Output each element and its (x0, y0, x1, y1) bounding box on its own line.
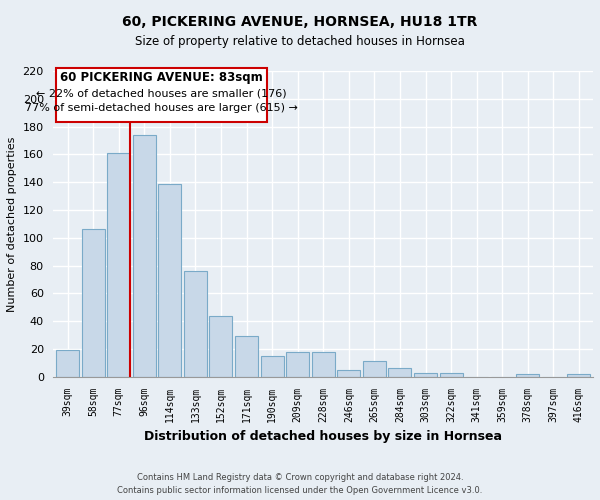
Text: ← 22% of detached houses are smaller (176): ← 22% of detached houses are smaller (17… (36, 88, 287, 98)
Bar (133, 135, 156, 377)
Bar (337, 370, 361, 377)
Bar (107, 153, 130, 377)
FancyBboxPatch shape (56, 68, 267, 122)
Bar (82, 230, 104, 377)
Bar (56, 350, 79, 377)
X-axis label: Distribution of detached houses by size in Hornsea: Distribution of detached houses by size … (144, 430, 502, 443)
Bar (440, 372, 463, 377)
Text: Contains HM Land Registry data © Crown copyright and database right 2024.
Contai: Contains HM Land Registry data © Crown c… (118, 473, 482, 495)
Bar (158, 184, 181, 377)
Bar (363, 362, 386, 377)
Bar (260, 356, 284, 377)
Bar (414, 372, 437, 377)
Bar (209, 316, 232, 377)
Bar (568, 374, 590, 377)
Bar (184, 271, 207, 377)
Y-axis label: Number of detached properties: Number of detached properties (7, 136, 17, 312)
Text: 77% of semi-detached houses are larger (615) →: 77% of semi-detached houses are larger (… (25, 104, 298, 114)
Text: 60 PICKERING AVENUE: 83sqm: 60 PICKERING AVENUE: 83sqm (60, 71, 263, 84)
Bar (517, 374, 539, 377)
Bar (235, 336, 258, 377)
Text: Size of property relative to detached houses in Hornsea: Size of property relative to detached ho… (135, 35, 465, 48)
Bar (286, 352, 309, 377)
Bar (312, 352, 335, 377)
Bar (388, 368, 412, 377)
Text: 60, PICKERING AVENUE, HORNSEA, HU18 1TR: 60, PICKERING AVENUE, HORNSEA, HU18 1TR (122, 15, 478, 29)
